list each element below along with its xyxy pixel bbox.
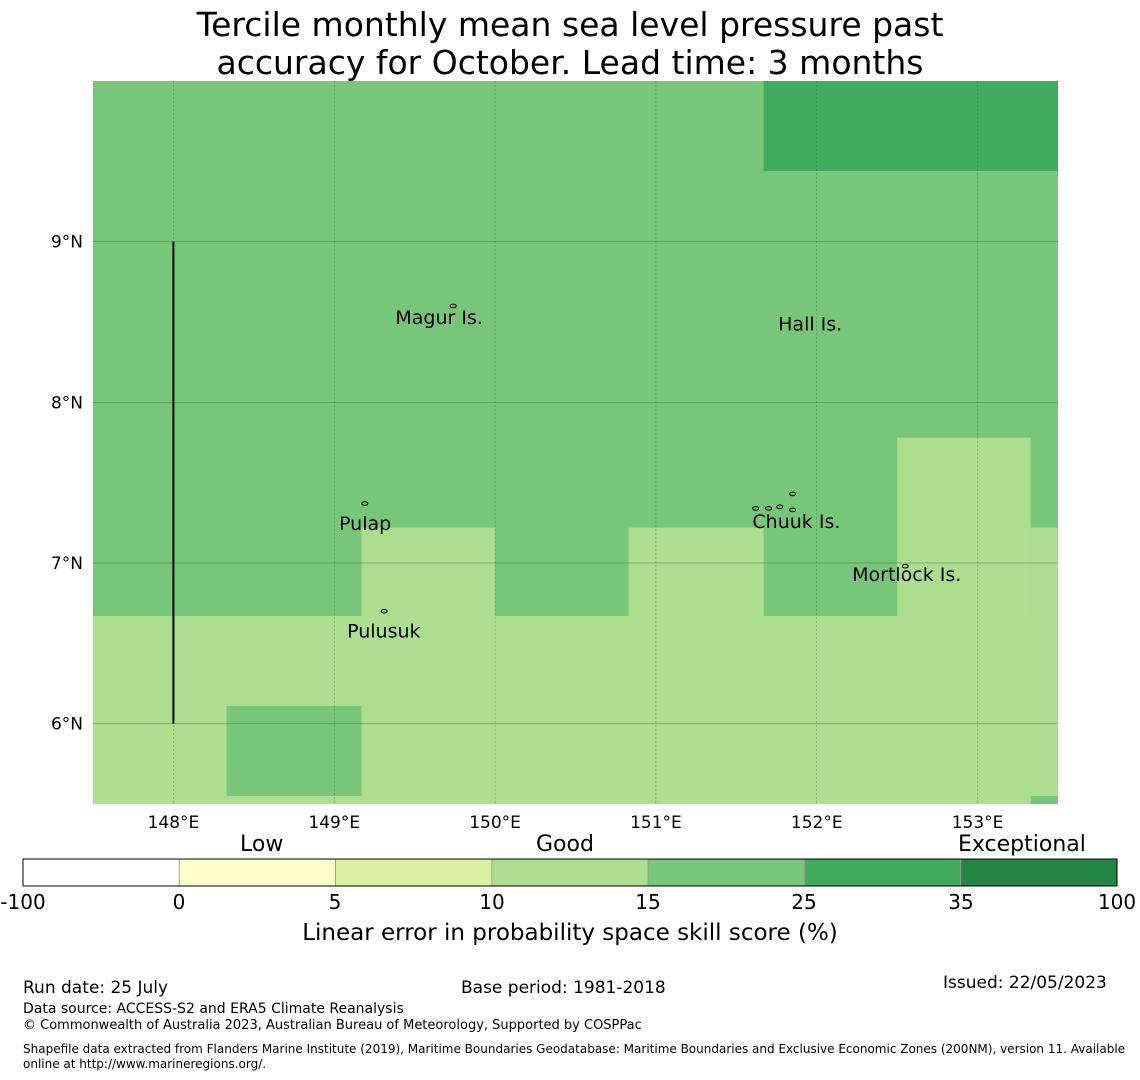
skill-cell [1030,795,1058,804]
map-title: Tercile monthly mean sea level pressure … [0,6,1140,82]
island-outline [449,303,457,309]
place-label: Mortlock Is. [852,564,961,586]
longitude-label: 153°E [952,813,1004,833]
colorbar-bin [178,858,336,887]
colorbar-tick-label: 100 [1097,890,1137,914]
issued-date: Issued: 22/05/2023 [943,973,1107,993]
data-source: Data source: ACCESS-S2 and ERA5 Climate … [23,1001,404,1017]
shapefile-credit-line-2: online at http://www.marineregions.org/. [23,1057,267,1071]
latitude-label: 7°N [51,554,83,574]
colorbar-tick-label: 35 [948,890,974,914]
place-label: Pulusuk [347,620,420,642]
latitude-label: 9°N [51,233,83,253]
island-outline [901,563,909,569]
colorbar-tick-label: 10 [479,890,505,914]
colorbar-category-low: Low [240,832,284,857]
longitude-label: 151°E [630,813,682,833]
place-label: Chuuk Is. [752,511,840,533]
colorbar-tick-label: 25 [791,890,817,914]
colorbar-frame [22,858,1118,887]
skill-cell [897,437,1031,617]
island-outline [789,491,797,497]
colorbar-bin [22,858,180,887]
shapefile-credit-line-1: Shapefile data extracted from Flanders M… [23,1042,1126,1056]
map-area: 148°E 149°E 150°E 151°E 152°E 153°E 9°N 8°N 7°N 6… [51,81,1058,833]
longitude-label: 150°E [469,813,521,833]
latitude-label: 6°N [51,715,83,735]
colorbar-category-good: Good [536,832,594,857]
run-date: Run date: 25 July [23,978,169,998]
colorbar-bin [647,858,805,887]
island-outline [361,501,369,506]
longitude-label: 148°E [148,813,200,833]
longitude-label: 152°E [791,813,843,833]
colorbar-title: Linear error in probability space skill … [302,920,838,946]
skill-cell [628,527,764,617]
colorbar-bin [335,858,493,887]
base-period: Base period: 1981-2018 [461,978,666,998]
island-outline [380,608,388,614]
colorbar-bin [491,858,649,887]
colorbar-bin [804,858,962,887]
skill-cell [763,81,1058,171]
skill-cell [226,705,362,796]
map-title-line-1: Tercile monthly mean sea level pressure … [196,5,944,44]
place-label: Hall Is. [778,314,842,336]
colorbar-bin [960,858,1118,887]
island-outline [752,506,760,511]
place-label: Pulap [339,513,391,535]
skill-cell [1030,527,1058,617]
colorbar-tick-label: -100 [0,890,46,914]
colorbar-tick-label: 0 [172,890,186,914]
island-outline [789,507,797,513]
island-outline [776,504,784,510]
map-title-line-2: accuracy for October. Lead time: 3 month… [216,43,924,82]
skill-cell [361,527,496,617]
place-label: Magur Is. [395,307,483,329]
colorbar-category-exceptional: Exceptional [958,832,1086,857]
colorbar-tick-label: 15 [635,890,661,914]
island-outline [765,506,772,511]
longitude-label: 149°E [308,813,360,833]
colorbar [22,858,1118,887]
copyright: © Commonwealth of Australia 2023, Austra… [23,1018,642,1033]
latitude-label: 8°N [51,393,83,413]
colorbar-tick-label: 5 [328,890,342,914]
